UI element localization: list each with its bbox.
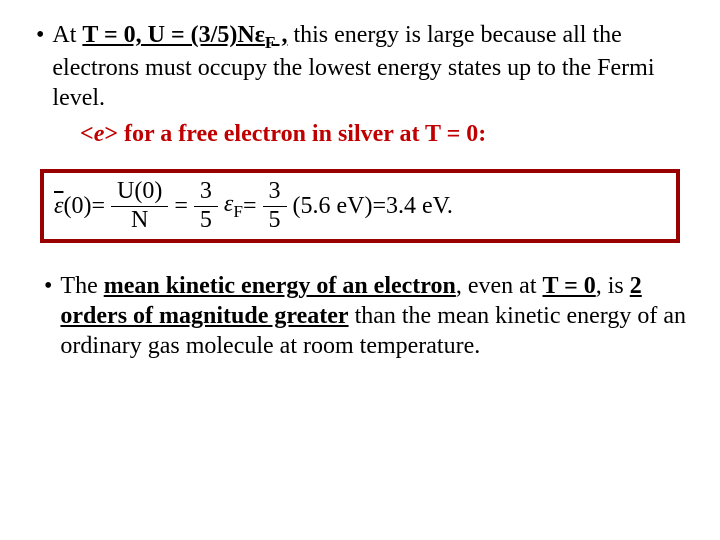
formula-eq3: = [243, 191, 257, 221]
frac2-den: 5 [194, 207, 218, 233]
bullet-1-condition: T = 0, U = (3/5)NεF , [82, 22, 287, 48]
formula-epsF-sub: F [233, 202, 243, 221]
bullet-2: • The mean kinetic energy of an electron… [38, 271, 690, 361]
formula-lhs-arg: (0) [63, 191, 91, 221]
bullet-1: • At T = 0, U = (3/5)NεF , this energy i… [30, 20, 690, 113]
b2-t0: T = 0 [543, 273, 596, 299]
formula-eq4: = [372, 191, 386, 221]
bullet-1-cond-main: T = 0, U = (3/5)Nε [82, 22, 265, 48]
b2-mid: , is [596, 273, 630, 299]
formula-frac2: 3 5 [194, 179, 218, 232]
formula-eq1: = [91, 191, 105, 221]
frac2-num: 3 [194, 179, 218, 206]
formula-lhs-eps: ε [54, 191, 63, 221]
frac3-num: 3 [263, 179, 287, 206]
formula-epsF-sym: ε [224, 191, 233, 217]
bullet-1-cond-after: , [275, 22, 287, 48]
formula-box: ε(0) = U(0) N = 3 5 εF = 3 5 (5.6 eV) = … [40, 169, 680, 242]
bullet-2-row: • The mean kinetic energy of an electron… [38, 271, 690, 361]
formula-lhs: ε(0) [54, 191, 91, 221]
formula-eq2: = [174, 191, 188, 221]
hl-eps: e [94, 121, 105, 147]
bullet-1-text: At T = 0, U = (3/5)NεF , this energy is … [52, 20, 690, 113]
bullet-1-row: • At T = 0, U = (3/5)NεF , this energy i… [30, 20, 690, 113]
formula-result: 3.4 eV. [386, 191, 453, 221]
bullet-2-marker: • [38, 271, 60, 361]
frac1-den: N [125, 207, 154, 233]
frac1-num: U(0) [111, 179, 168, 206]
formula-frac1: U(0) N [111, 179, 168, 232]
bullet-2-text: The mean kinetic energy of an electron, … [60, 271, 690, 361]
formula-numval: (5.6 eV) [293, 191, 373, 221]
bullet-1-lead-text: At [52, 22, 82, 48]
b2-ke: mean kinetic energy of an electron [104, 273, 456, 299]
formula-epsF: εF [224, 189, 243, 222]
highlight-line: <e> for a free electron in silver at T =… [80, 119, 690, 149]
b2-comma: , even at [456, 273, 543, 299]
frac3-den: 5 [263, 207, 287, 233]
b2-lead: The [60, 273, 103, 299]
hl-gt: > for a free electron in silver at T = 0… [104, 121, 486, 147]
formula-frac3: 3 5 [263, 179, 287, 232]
hl-lt: < [80, 121, 94, 147]
bullet-1-marker: • [30, 20, 52, 113]
bullet-1-cond-sub: F [265, 33, 276, 52]
